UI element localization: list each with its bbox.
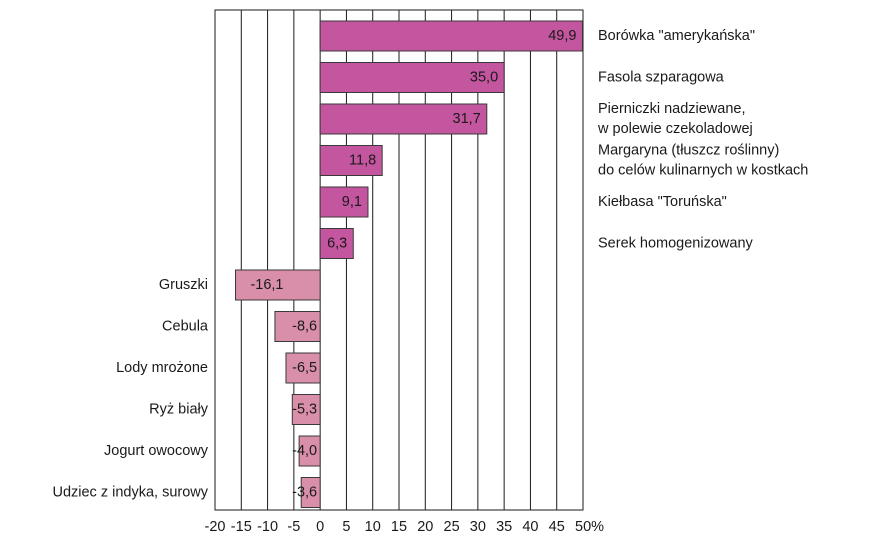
bar [285,352,321,384]
bar [319,103,488,135]
category-label: Borówka "amerykańska" [598,28,755,44]
x-tick-label: 20 [417,519,433,535]
bar [298,435,321,467]
x-tick-label: -20 [205,519,226,535]
category-label: Fasola szparagowa [598,69,725,85]
category-label: Kiełbasa "Toruńska" [598,194,727,210]
value-label: -6,5 [292,360,317,376]
category-label: Jogurt owocowy [104,443,209,459]
value-label: 11,8 [349,152,376,168]
bar [319,228,354,259]
value-label: -16,1 [250,277,283,293]
x-tick-label: 50% [575,519,604,535]
bar [319,186,369,218]
category-label: Gruszki [159,277,208,293]
x-tick-label: -5 [287,519,300,535]
bar [319,62,505,93]
category-label: Margaryna (tłuszcz roślinny) do celów kul… [598,142,808,178]
x-tick-label: 5 [342,519,350,535]
bar [319,20,583,52]
value-label: 49,9 [548,28,576,44]
category-label: Cebula [162,318,209,334]
x-tick-label: 40 [522,519,538,535]
x-tick-label: 15 [391,519,407,535]
category-label: Ryż biały [149,401,209,417]
x-tick-label: 35 [496,519,512,535]
bar [300,477,321,508]
x-tick-label: 0 [316,519,324,535]
bar [291,394,321,425]
value-label: -5,3 [292,401,317,417]
category-label: Pierniczki nadziewane, w polewie czekolad… [597,101,753,137]
bar [274,311,321,342]
value-label: 9,1 [342,194,362,210]
value-label: 6,3 [327,235,347,251]
value-label: -3,6 [292,484,317,500]
x-tick-label: 10 [365,519,381,535]
value-label: -4,0 [292,443,317,459]
value-label: 31,7 [453,111,481,127]
category-label: Serek homogenizowany [598,235,754,251]
bar [235,269,321,301]
value-label: -8,6 [292,318,317,334]
x-tick-label: 25 [444,519,460,535]
bar [319,145,383,176]
value-label: 35,0 [470,69,498,85]
x-tick-label: -10 [257,519,278,535]
x-tick-label: 45 [549,519,565,535]
category-label: Lody mrożone [116,360,208,376]
x-tick-label: -15 [231,519,252,535]
x-tick-label: 30 [470,519,486,535]
category-label: Udziec z indyka, surowy [52,484,208,500]
